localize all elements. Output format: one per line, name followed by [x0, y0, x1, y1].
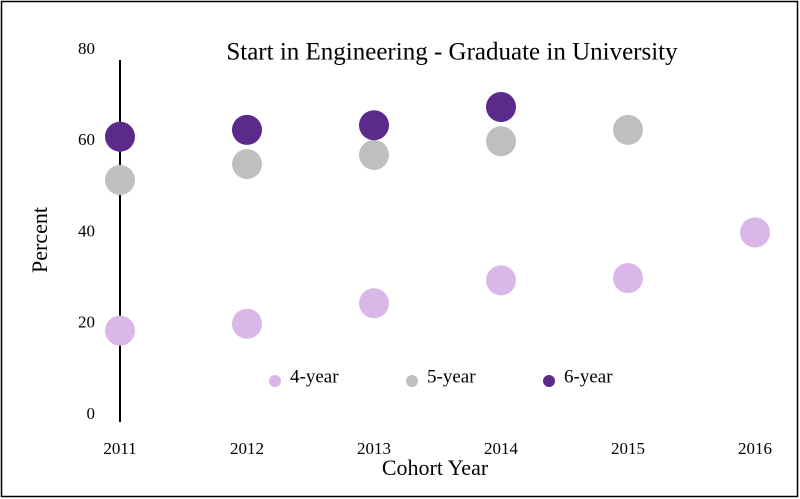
data-point: [232, 149, 262, 180]
x-axis-label: Cohort Year: [382, 455, 489, 480]
y-axis-label: Percent: [27, 207, 52, 273]
y-tick-label: 80: [78, 39, 95, 58]
data-point: [359, 139, 389, 170]
data-point: [359, 288, 389, 319]
x-tick-label: 2011: [103, 439, 136, 458]
chart-title: Start in Engineering - Graduate in Unive…: [226, 39, 678, 66]
legend-marker: [406, 375, 418, 387]
data-point: [105, 165, 135, 196]
data-point: [359, 110, 389, 141]
data-point: [613, 263, 643, 294]
x-tick-label: 2013: [357, 439, 391, 458]
x-tick-label: 2015: [611, 439, 645, 458]
legend-label: 6-year: [564, 366, 613, 387]
y-tick-label: 20: [78, 313, 95, 332]
data-point: [105, 121, 135, 152]
y-tick-label: 60: [78, 130, 95, 149]
legend-label: 5-year: [427, 366, 476, 387]
legend-marker: [543, 375, 555, 387]
x-tick-label: 2012: [230, 439, 264, 458]
data-point: [486, 126, 516, 157]
data-point: [613, 114, 643, 145]
data-point: [105, 315, 135, 346]
data-point: [232, 114, 262, 145]
y-tick-label: 40: [78, 221, 95, 240]
legend-marker: [269, 375, 281, 387]
data-point: [232, 308, 262, 339]
data-point: [486, 92, 516, 123]
data-point: [740, 217, 770, 248]
x-tick-label: 2014: [484, 439, 519, 458]
legend-label: 4-year: [290, 366, 339, 387]
x-tick-label: 2016: [738, 439, 772, 458]
data-point: [486, 265, 516, 296]
y-tick-label: 0: [87, 404, 96, 423]
